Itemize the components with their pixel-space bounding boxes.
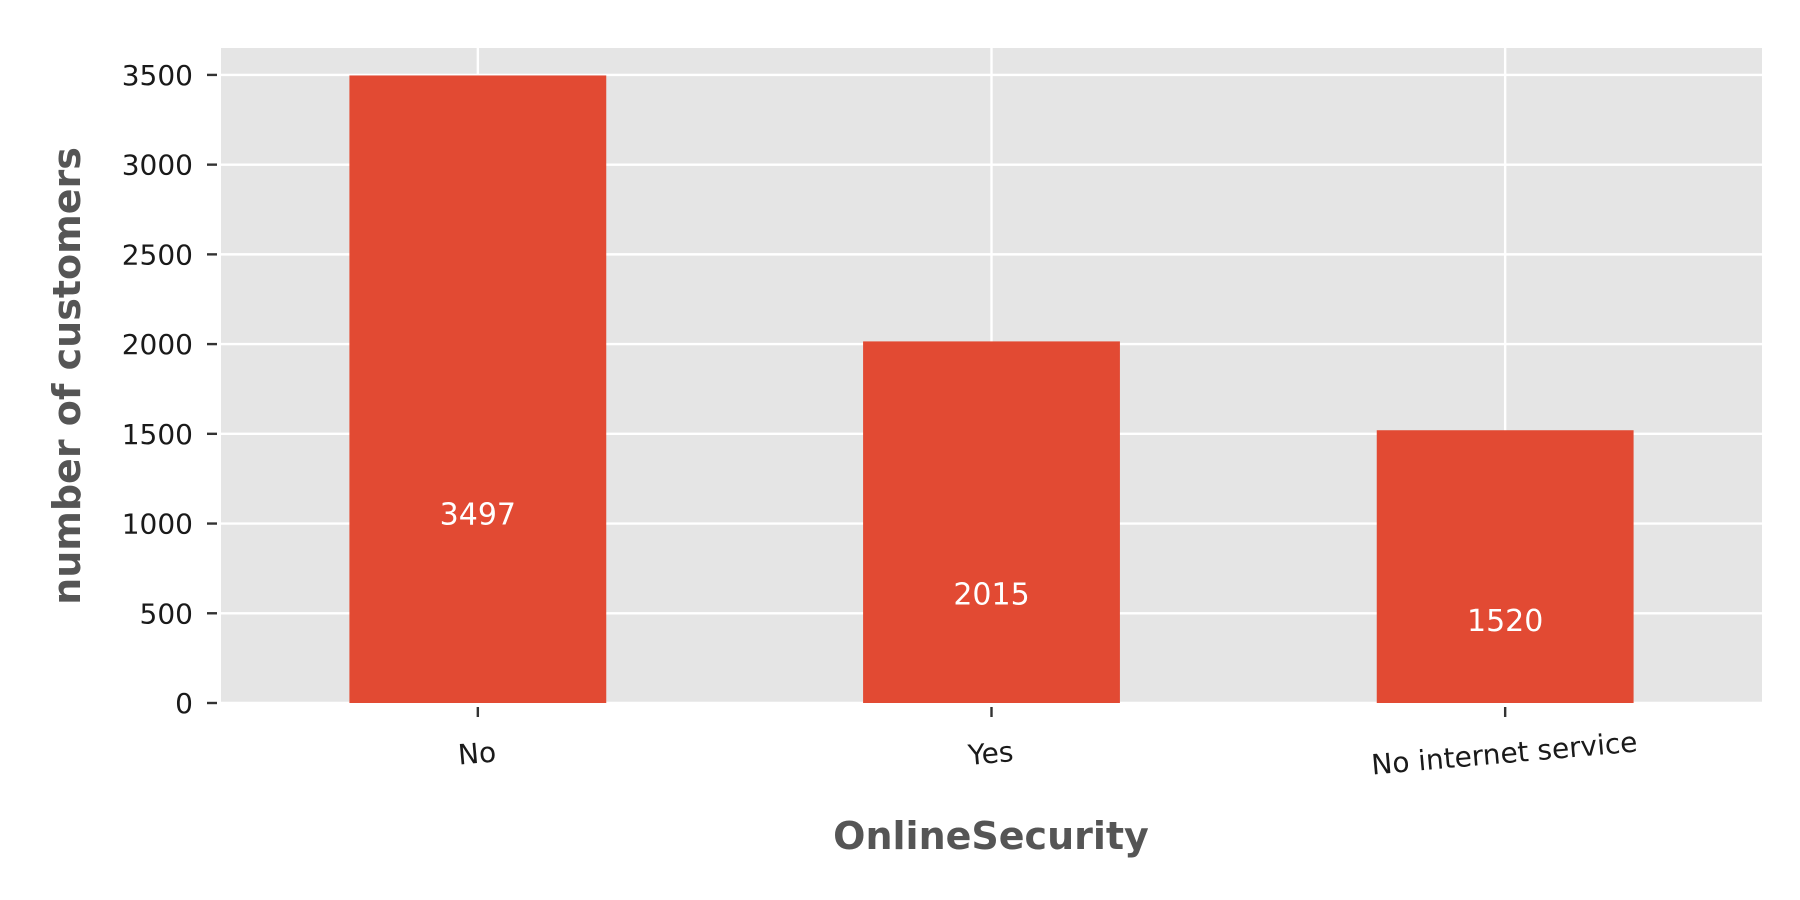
- bars: [349, 75, 1634, 703]
- bar-no: [349, 75, 607, 703]
- y-tick-label: 1000: [122, 508, 193, 541]
- x-axis-title: OnlineSecurity: [833, 814, 1149, 858]
- x-tick-label: No: [457, 735, 498, 771]
- bar-yes: [863, 341, 1120, 703]
- y-axis-title: number of customers: [45, 147, 89, 605]
- x-tick-label: Yes: [966, 735, 1015, 772]
- bar-value-label: 1520: [1467, 604, 1543, 639]
- bar-no-internet-service: [1376, 430, 1634, 703]
- y-tick-label: 0: [175, 687, 193, 720]
- x-tick-label: No internet service: [1370, 725, 1639, 781]
- data-labels: 3497 2015 1520: [440, 498, 1544, 639]
- y-tick-label: 3500: [122, 59, 193, 92]
- y-tick-label: 2500: [122, 238, 193, 271]
- bar-value-label: 2015: [953, 578, 1029, 613]
- y-tick-label: 500: [140, 597, 193, 630]
- y-tick-label: 1500: [122, 418, 193, 451]
- y-tick-label: 2000: [122, 328, 193, 361]
- bar-value-label: 3497: [440, 498, 516, 533]
- y-tick-label: 3000: [122, 149, 193, 182]
